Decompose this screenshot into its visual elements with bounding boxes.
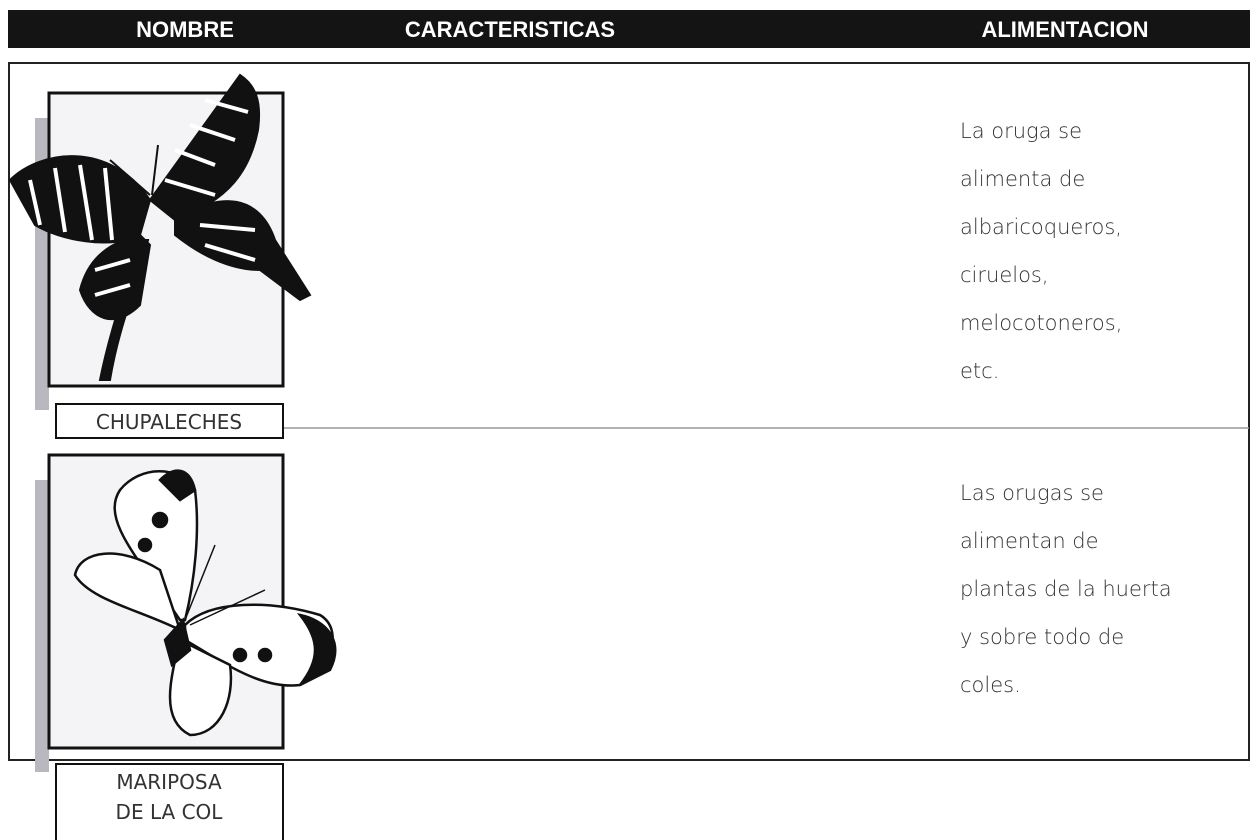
food-text: melocotoneros,	[960, 311, 1122, 335]
name-box	[55, 763, 284, 840]
food-text: y sobre todo de	[960, 625, 1124, 649]
food-text: plantas de la huerta	[960, 577, 1172, 601]
name-box	[55, 403, 284, 439]
image-shadow	[35, 480, 49, 772]
food-text: albaricoqueros,	[960, 215, 1122, 239]
food-text: alimentan de	[960, 529, 1099, 553]
species-name: MARIPOSA	[116, 770, 222, 794]
table-frame	[8, 62, 1250, 761]
header-cell: NOMBRE	[136, 17, 234, 42]
food-text: etc.	[960, 359, 999, 383]
butterfly-illustration	[8, 73, 312, 381]
species-name: DE LA COL	[116, 800, 224, 824]
food-text: Las orugas se	[960, 481, 1104, 505]
species-name: CHUPALECHES	[96, 410, 242, 434]
header-cell: CARACTERISTICAS	[405, 17, 615, 42]
food-text: coles.	[960, 673, 1021, 697]
header-cell: ALIMENTACION	[981, 17, 1148, 42]
butterfly-illustration	[73, 469, 337, 737]
food-text: La oruga se	[960, 119, 1082, 143]
header-bar	[8, 10, 1250, 48]
food-text: alimenta de	[960, 167, 1085, 191]
food-text: ciruelos,	[960, 263, 1049, 287]
